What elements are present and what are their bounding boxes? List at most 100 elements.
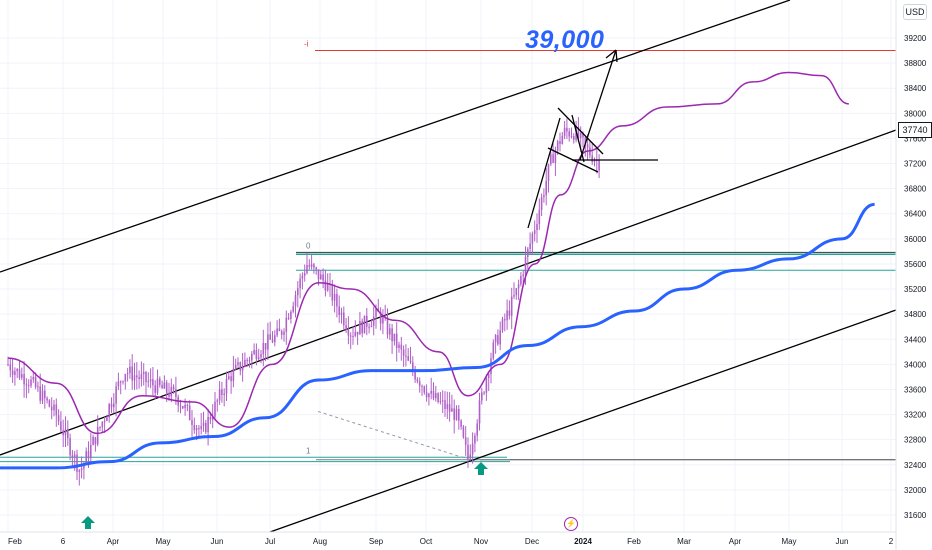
projection-arrowhead-right[interactable]: [615, 49, 618, 63]
candle-body: [550, 154, 552, 165]
fib-diagonal[interactable]: [317, 410, 477, 463]
candle-body: [418, 381, 421, 386]
candle-body: [136, 375, 138, 378]
candle-body: [251, 353, 253, 361]
candle-body: [27, 384, 30, 386]
candle-body: [320, 274, 322, 280]
candle-body: [214, 401, 216, 417]
candle-body: [276, 328, 278, 336]
trend-channel[interactable]: [0, 0, 897, 533]
candle-body: [216, 400, 219, 402]
candle-body: [437, 393, 439, 402]
projection-arrow-line[interactable]: [579, 49, 617, 161]
candle-body: [513, 295, 515, 297]
candle-body: [149, 379, 152, 382]
candle-body: [297, 288, 299, 296]
projection-arrowhead-left[interactable]: [605, 49, 617, 59]
candle-body: [225, 378, 228, 394]
candle-body: [228, 376, 230, 379]
candle-body: [591, 155, 593, 162]
channel-line-1[interactable]: [0, 0, 791, 273]
moving-averages: [0, 71, 875, 470]
candle-body: [76, 454, 78, 472]
candle-body: [244, 359, 246, 367]
time-tick-label: Mar: [677, 537, 691, 546]
candle-body: [382, 317, 384, 324]
candle-body: [64, 429, 67, 436]
candle-body: [533, 230, 536, 235]
candle-body: [326, 283, 329, 291]
candle-body: [41, 390, 44, 401]
candle-body: [366, 315, 368, 327]
candle-body: [44, 390, 46, 399]
candle-body: [191, 420, 193, 425]
candle-body: [186, 404, 189, 406]
candle-body: [333, 293, 336, 301]
candle-body: [545, 181, 547, 196]
candle-body: [506, 310, 508, 321]
candle-body: [14, 371, 16, 375]
candle-body: [106, 417, 108, 421]
candle-body: [34, 376, 37, 388]
candle-body: [253, 350, 255, 354]
candle-body: [184, 404, 186, 409]
time-tick-label: Apr: [729, 537, 742, 546]
candle-body: [32, 376, 35, 380]
price-tick-label: 34000: [904, 360, 927, 369]
time-axis[interactable]: Feb 6 Apr May Jun Jul Aug Sep Oct Nov Dec 2024 Feb Ma…: [0, 531, 896, 546]
candle-body: [315, 267, 317, 270]
candle-body: [556, 141, 559, 151]
candle-body: [87, 451, 90, 459]
candle-body: [568, 131, 570, 137]
candle-body: [290, 311, 292, 319]
candle-body: [579, 132, 582, 139]
impulse-line[interactable]: [527, 117, 561, 229]
candle-body: [172, 386, 175, 390]
channel-line-3[interactable]: [269, 309, 897, 533]
candle-body: [205, 422, 207, 433]
candle-body: [478, 400, 481, 424]
candle-body: [510, 296, 513, 316]
candle-body: [269, 334, 271, 340]
candle-body: [264, 343, 267, 350]
candle-body: [287, 317, 290, 319]
candle-body: [492, 342, 495, 359]
price-tick-label: 36000: [904, 235, 927, 244]
candle-body: [248, 360, 251, 362]
candle-body: [131, 366, 133, 381]
candle-body: [409, 360, 412, 363]
price-tick-label: 34800: [904, 310, 927, 319]
candle-body: [207, 417, 209, 433]
channel-line-2[interactable]: [0, 129, 897, 456]
price-tick-label: 37600: [904, 134, 927, 143]
candle-body: [543, 195, 545, 198]
candle-body: [455, 408, 458, 420]
candle-body: [163, 382, 166, 389]
blue-moving-average: [0, 202, 875, 470]
candle-body: [280, 331, 283, 335]
candle-body: [331, 284, 334, 301]
candle-body: [577, 127, 580, 139]
horizontal-levels[interactable]: 0 1 -i: [0, 40, 896, 463]
candle-body: [527, 248, 529, 257]
candle-body: [504, 319, 506, 321]
time-tick-label: May: [155, 537, 170, 546]
candle-body: [16, 369, 18, 372]
candle-body: [306, 264, 308, 274]
candle-body: [147, 381, 150, 383]
candle-body: [138, 377, 140, 380]
candle-body: [451, 408, 453, 412]
purple-moving-average: [7, 71, 850, 435]
price-tick-label: 36400: [904, 210, 927, 219]
price-axis[interactable]: 39200 38800 38400 38000 37600 37200 36800 36400…: [895, 0, 927, 550]
candle-body: [39, 386, 41, 401]
pennant-upper[interactable]: [557, 107, 604, 155]
candle-body: [50, 406, 53, 411]
price-tick-label: 38800: [904, 59, 927, 68]
drawings[interactable]: [527, 49, 658, 229]
candle-body: [165, 382, 168, 393]
candle-body: [140, 374, 143, 380]
candle-body: [90, 444, 92, 459]
price-tick-label: 38000: [904, 109, 927, 118]
